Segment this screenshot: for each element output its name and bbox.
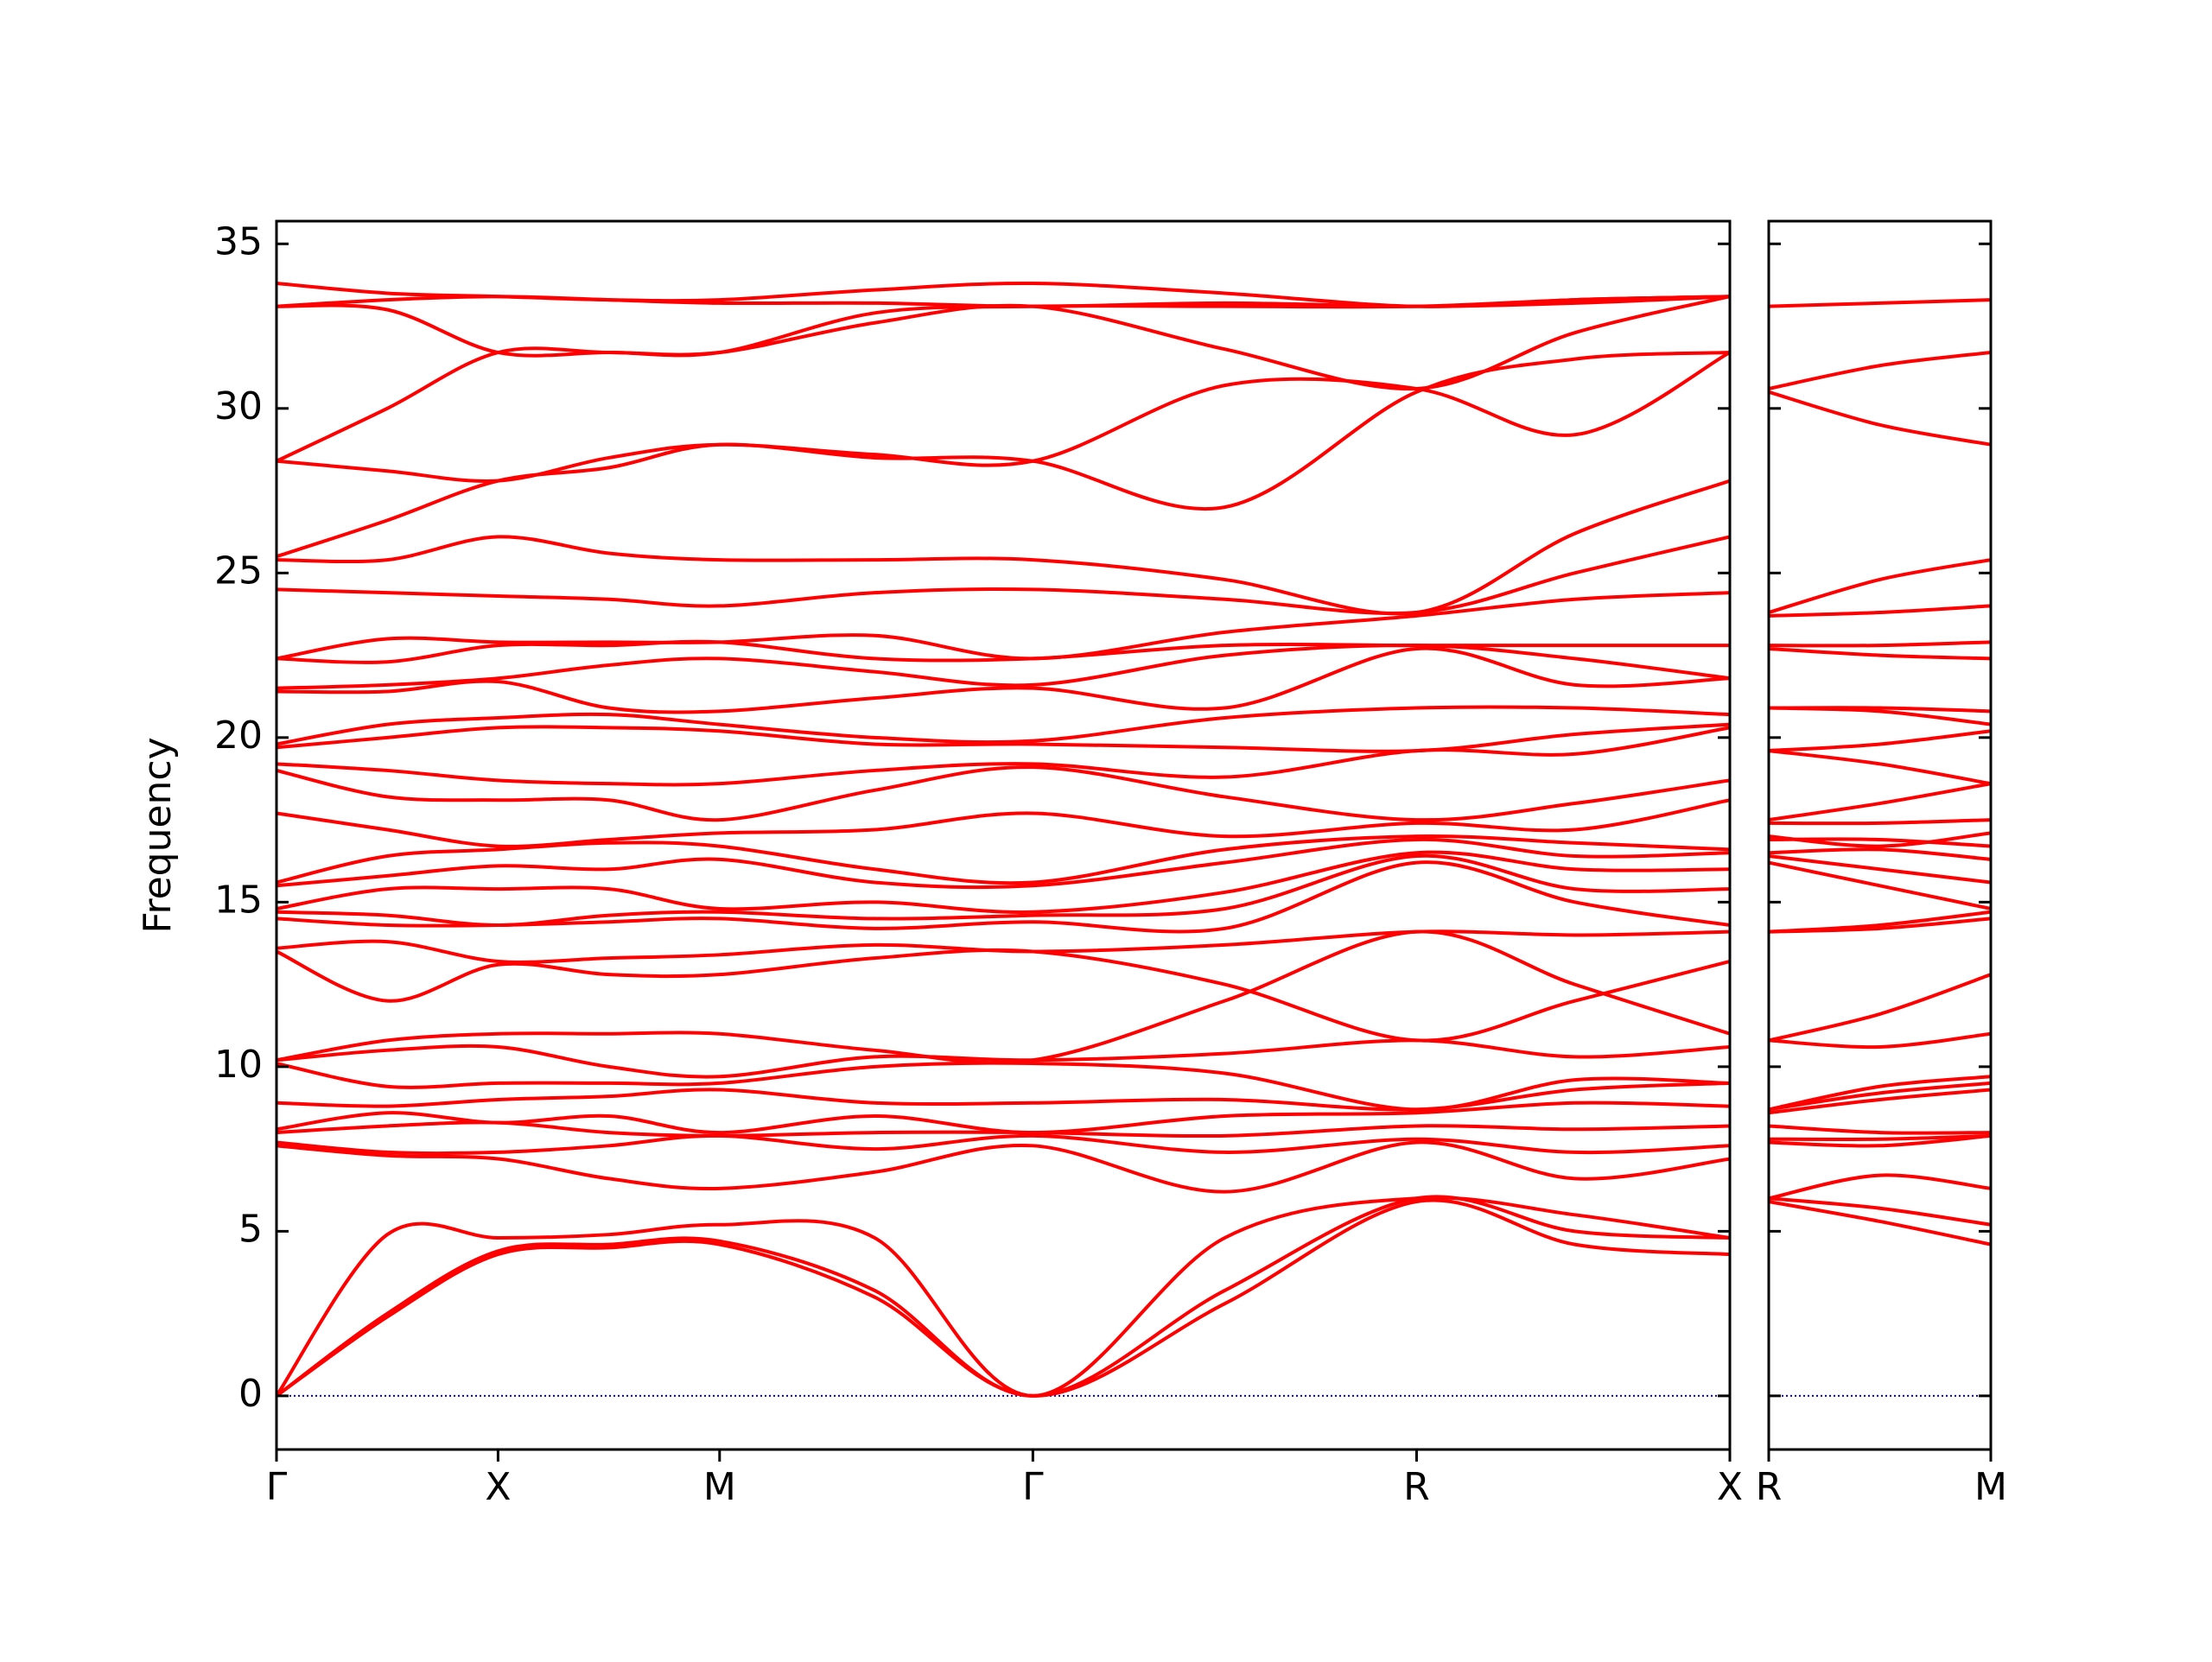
band-line: [1769, 860, 1991, 910]
band-line: [276, 591, 1730, 661]
band-line: [1769, 1031, 1991, 1050]
band-line: [1769, 910, 1991, 934]
band-line: [276, 837, 1730, 890]
axes-frame: [1767, 219, 1993, 1451]
band-line: [276, 644, 1730, 690]
band-line: [1769, 847, 1991, 861]
band-line: [276, 535, 1730, 616]
band-line: [276, 1038, 1730, 1079]
y-tick-label: 20: [214, 714, 263, 758]
band-line: [276, 1081, 1730, 1112]
band-line: [276, 1120, 1730, 1139]
x-tick-label: X: [1717, 1465, 1743, 1509]
band-line: [1769, 818, 1991, 826]
band-line: [276, 1101, 1730, 1135]
band-line: [1769, 604, 1991, 618]
band-line: [1769, 1200, 1991, 1246]
x-tick-label: Γ: [266, 1465, 288, 1509]
band-line: [276, 798, 1730, 848]
band-line: [1769, 749, 1991, 786]
band-line: [276, 722, 1730, 753]
band-line: [1769, 706, 1991, 714]
band-line: [1769, 1173, 1991, 1201]
plot-area: [276, 281, 1730, 1398]
band-line: [276, 351, 1730, 484]
y-tick-label: 35: [214, 219, 263, 263]
x-tick-label: R: [1756, 1465, 1783, 1509]
band-line: [276, 853, 1730, 928]
band-line: [1769, 1088, 1991, 1115]
band-line: [1769, 1133, 1991, 1148]
x-tick-label: Γ: [1022, 1465, 1044, 1509]
band-line: [1769, 1133, 1991, 1141]
band-line: [276, 1195, 1730, 1398]
axes-frame: [275, 219, 1732, 1451]
y-tick-label: 25: [214, 549, 263, 593]
band-line: [276, 929, 1730, 964]
band-line: [1769, 782, 1991, 822]
band-line: [276, 1198, 1730, 1398]
band-line: [1769, 1196, 1991, 1227]
band-line: [276, 1196, 1730, 1398]
x-tick-label: M: [703, 1465, 736, 1509]
y-tick-label: 30: [214, 384, 263, 428]
band-line: [1769, 729, 1991, 753]
x-tick-label: X: [485, 1465, 511, 1509]
band-line: [1769, 1075, 1991, 1112]
y-tick-label: 15: [214, 878, 263, 922]
band-line: [276, 1061, 1730, 1112]
band-line: [276, 834, 1730, 885]
band-line: [1769, 351, 1991, 390]
band-line: [276, 281, 1730, 308]
band-line: [1769, 831, 1991, 848]
band-line: [276, 351, 1730, 559]
band-line: [276, 726, 1730, 787]
y-tick-label: 10: [214, 1043, 263, 1087]
band-line: [276, 295, 1730, 463]
plot-area: [1769, 298, 1991, 1397]
band-line: [1769, 298, 1991, 308]
band-line: [1769, 390, 1991, 447]
band-line: [276, 929, 1730, 1065]
band-line: [276, 1133, 1730, 1156]
band-line: [1769, 640, 1991, 648]
band-line: [1769, 973, 1991, 1043]
band-line: [276, 479, 1730, 616]
y-axis-label: Frequency: [136, 737, 180, 933]
band-line: [1769, 646, 1991, 661]
band-line: [276, 1140, 1730, 1194]
band-line: [276, 850, 1730, 914]
x-tick-label: R: [1403, 1465, 1430, 1509]
y-tick-label: 5: [238, 1207, 263, 1251]
x-tick-label: M: [1974, 1465, 2007, 1509]
band-line: [1769, 558, 1991, 614]
y-tick-label: 0: [238, 1372, 263, 1416]
band-line: [276, 948, 1730, 1043]
band-line: [276, 705, 1730, 746]
band-line: [276, 765, 1730, 822]
band-line: [276, 639, 1730, 664]
band-line: [276, 646, 1730, 714]
band-line: [1769, 1124, 1991, 1135]
band-line: [1769, 854, 1991, 885]
